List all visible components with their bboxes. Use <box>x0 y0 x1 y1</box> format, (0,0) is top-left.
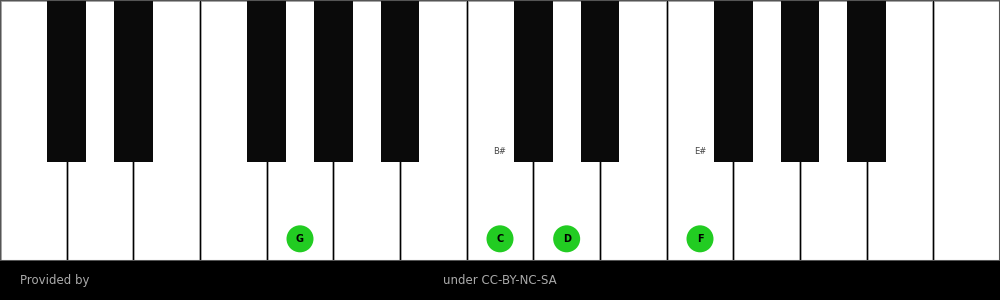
Bar <box>68 1 132 260</box>
Bar <box>781 0 819 162</box>
Bar <box>714 0 753 162</box>
Text: C: C <box>496 234 504 244</box>
Bar <box>1 1 66 260</box>
Ellipse shape <box>553 225 580 252</box>
Bar <box>314 0 353 162</box>
Text: E#: E# <box>694 147 706 156</box>
Bar <box>334 1 399 260</box>
Bar <box>468 1 532 260</box>
Bar <box>847 0 886 162</box>
Bar <box>801 1 866 260</box>
Ellipse shape <box>487 225 514 252</box>
Text: Provided by: Provided by <box>20 274 90 287</box>
Bar <box>668 1 732 260</box>
Bar <box>381 0 419 162</box>
Bar <box>247 0 286 162</box>
Ellipse shape <box>287 225 314 252</box>
Text: under CC-BY-NC-SA: under CC-BY-NC-SA <box>443 274 557 287</box>
Bar <box>201 1 266 260</box>
Text: F: F <box>697 234 703 244</box>
Bar <box>534 1 599 260</box>
Bar <box>47 0 86 162</box>
Bar <box>268 1 332 260</box>
Text: B#: B# <box>494 147 506 156</box>
Bar <box>514 0 553 162</box>
Bar <box>601 1 666 260</box>
Text: D: D <box>563 234 571 244</box>
Bar <box>934 1 999 260</box>
Bar <box>114 0 153 162</box>
Bar <box>581 0 619 162</box>
Text: G: G <box>296 234 304 244</box>
Bar <box>134 1 199 260</box>
Bar <box>401 1 466 260</box>
Ellipse shape <box>686 225 714 252</box>
Bar <box>734 1 799 260</box>
Bar <box>868 1 932 260</box>
